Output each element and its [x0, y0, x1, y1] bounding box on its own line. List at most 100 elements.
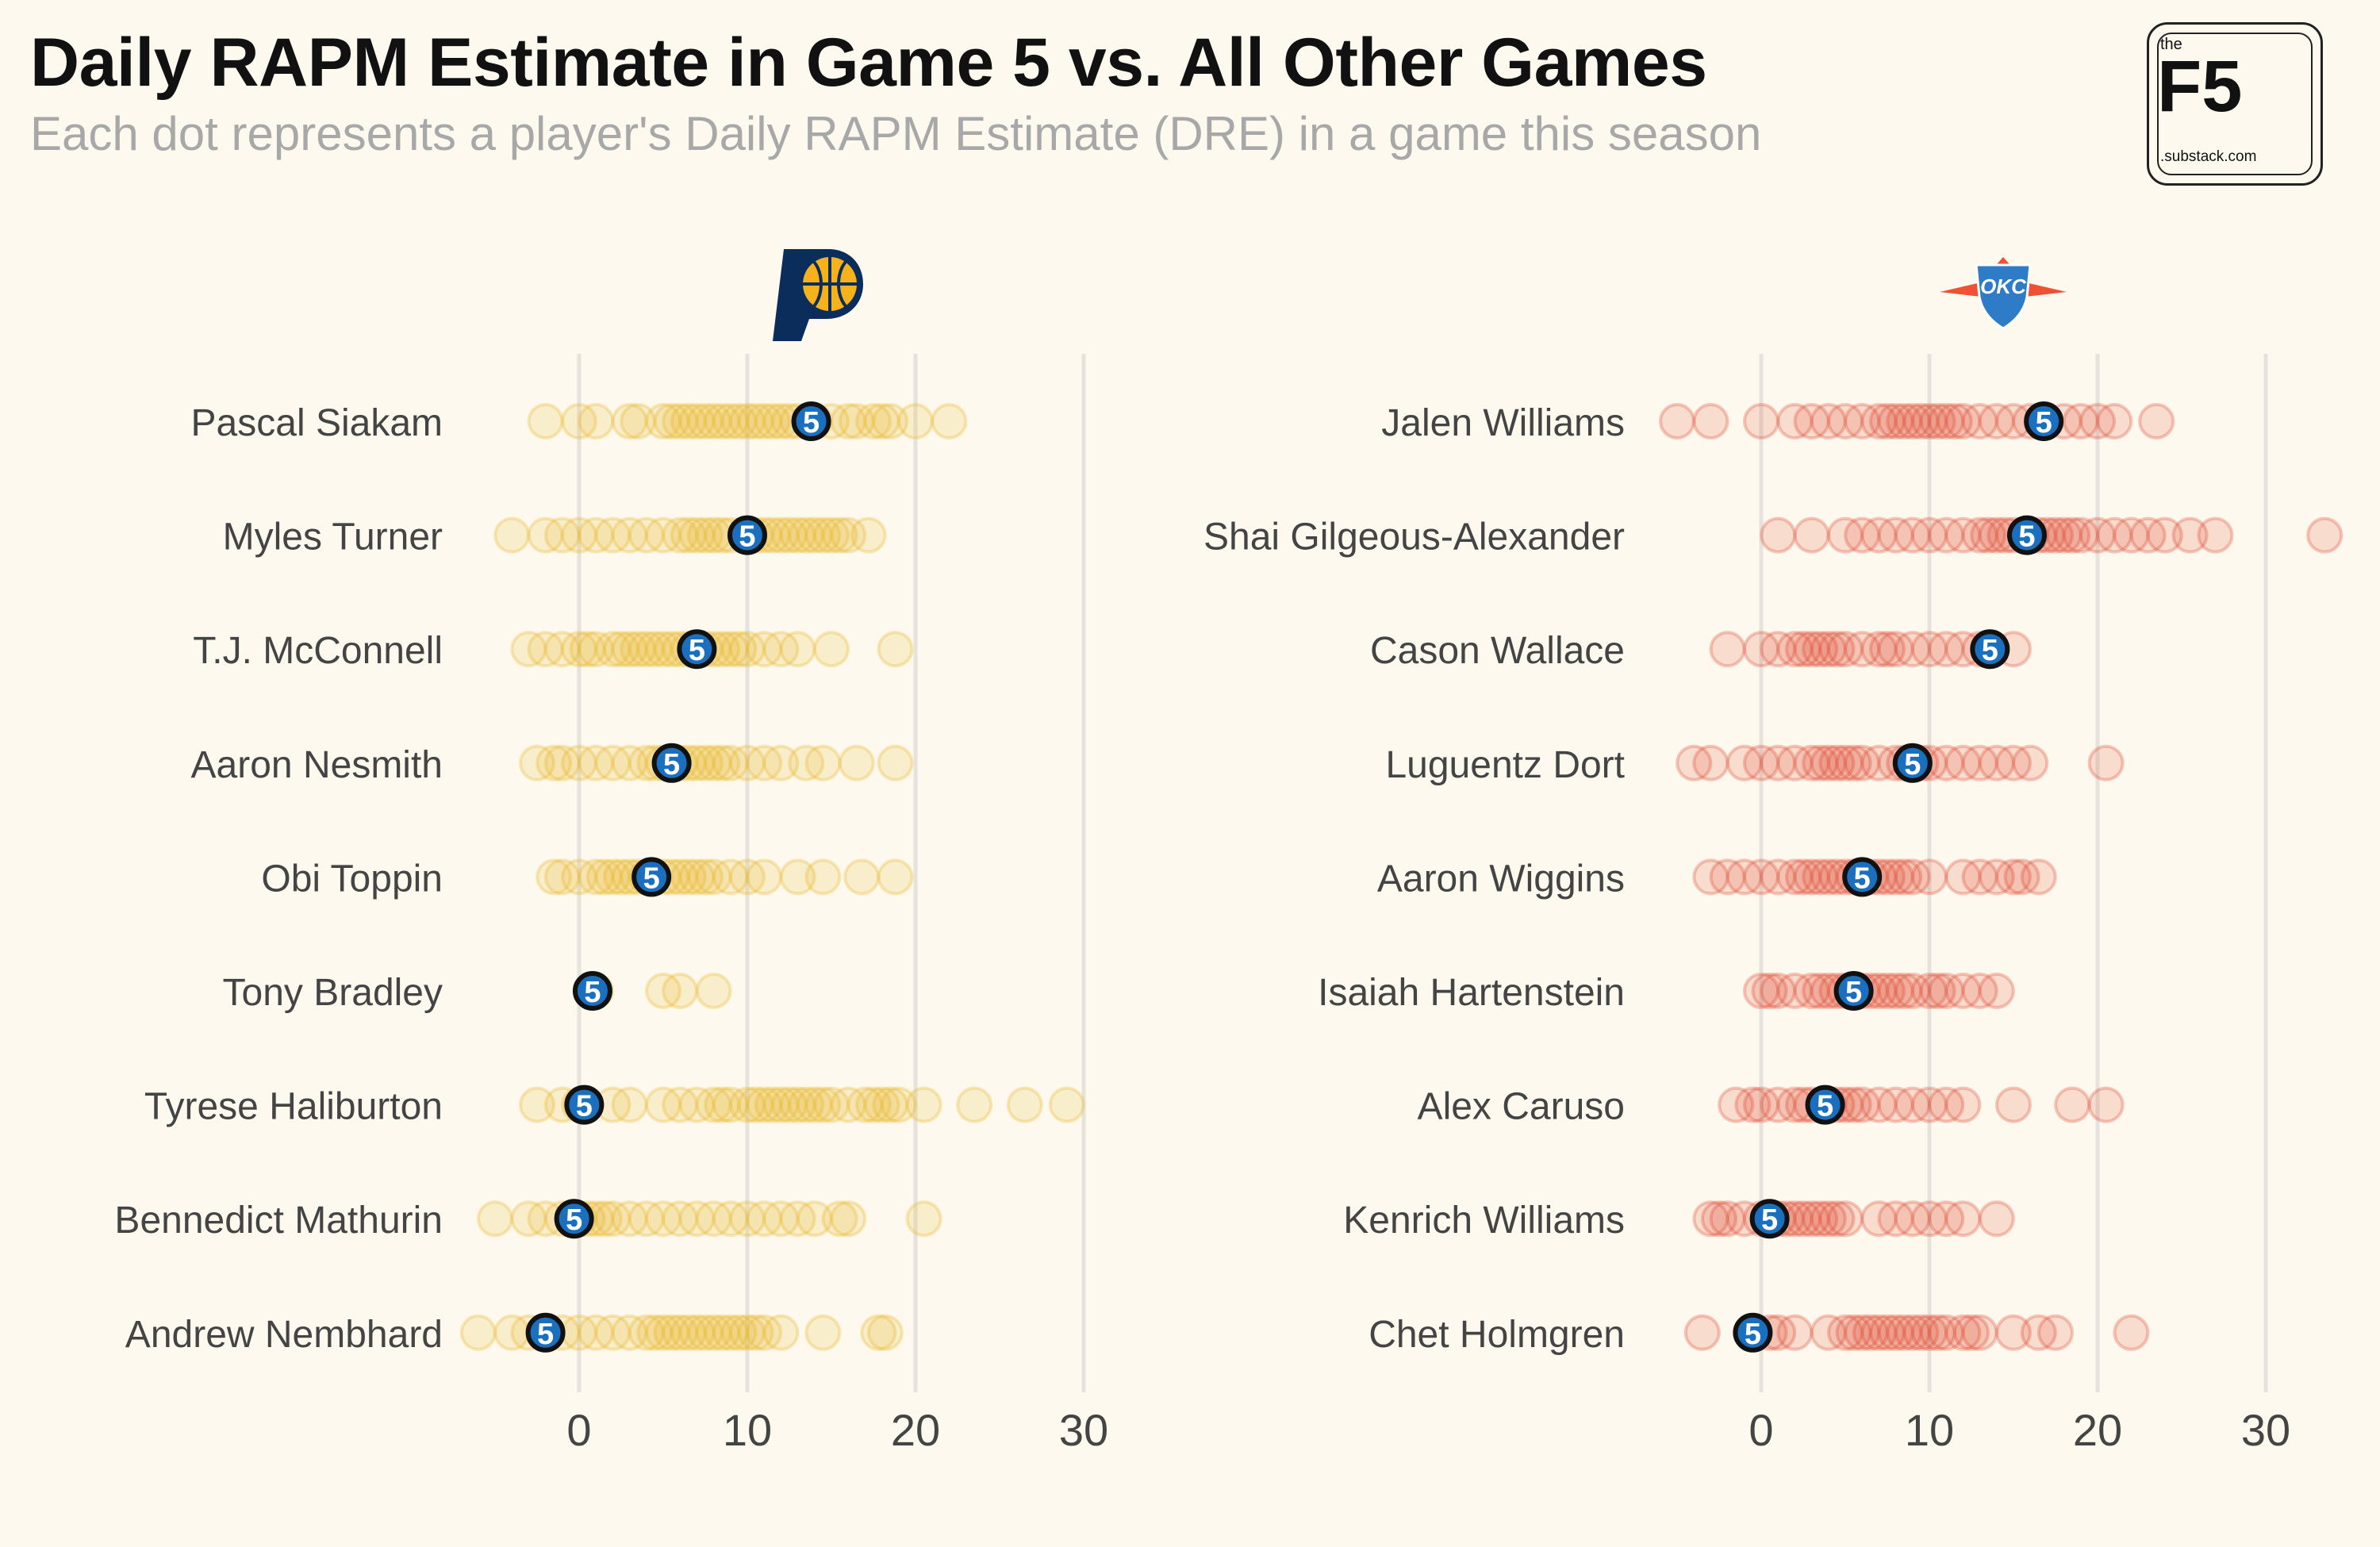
game-dot — [729, 631, 766, 668]
game-dot — [1877, 973, 1914, 1009]
game-dot — [855, 1086, 892, 1123]
game-dot — [687, 403, 724, 440]
player-name-label: Alex Caruso — [1418, 1086, 1625, 1128]
game-dot — [1802, 858, 1839, 896]
game-dot — [678, 1086, 716, 1123]
player-name-label: Obi Toppin — [261, 858, 443, 900]
game-dot — [1709, 631, 1746, 668]
game-dot — [2054, 516, 2091, 554]
player-name-label: Tyrese Haliburton — [144, 1086, 443, 1128]
game-dot — [1760, 744, 1797, 781]
game-dot — [2020, 858, 2057, 896]
game-dot — [1995, 1314, 2032, 1351]
game-dot — [729, 1086, 766, 1123]
game-dot — [830, 1200, 867, 1238]
game5-marker — [631, 857, 672, 897]
game-dot — [695, 1200, 732, 1238]
game-dot — [796, 1200, 833, 1238]
game-dot — [850, 516, 887, 554]
game-dot — [645, 403, 681, 440]
game-dot — [846, 1086, 884, 1123]
game-dot — [1928, 1086, 1965, 1123]
player-name-label: Tony Bradley — [223, 972, 443, 1014]
game-dot — [1886, 858, 1923, 896]
game-dot — [1810, 631, 1847, 668]
game5-marker-label: 5 — [566, 1203, 582, 1237]
game-dot — [1793, 744, 1830, 781]
game-dot — [788, 516, 825, 554]
game5-marker-label: 5 — [2036, 406, 2052, 440]
player-name-label: Bennedict Mathurin — [114, 1200, 443, 1242]
x-tick-label: 10 — [1905, 1405, 1954, 1455]
game-dot — [2012, 744, 2049, 781]
game-dot — [1894, 1314, 1931, 1351]
game-dot — [762, 1200, 800, 1238]
game-dot — [737, 1314, 774, 1351]
game-dot — [1961, 744, 1998, 781]
game-dot — [653, 1314, 690, 1351]
game-dot — [2045, 516, 2082, 554]
x-tick-label: 30 — [2241, 1405, 2290, 1455]
game5-marker-label: 5 — [2018, 520, 2035, 554]
game-dot — [670, 1314, 707, 1351]
game-dot — [1978, 403, 2015, 440]
game-dot — [1776, 631, 1814, 668]
game-dot — [2087, 1086, 2125, 1123]
game5-marker — [564, 1084, 605, 1125]
game-dot — [863, 1086, 900, 1123]
game-dot — [527, 516, 564, 554]
game-dot — [1810, 744, 1847, 781]
game-dot — [720, 631, 758, 668]
game-dot — [1810, 1200, 1847, 1238]
game-dot — [1827, 516, 1864, 554]
game-dot — [1944, 973, 1982, 1009]
game-dot — [1911, 516, 1948, 554]
game-dot — [1860, 1086, 1898, 1123]
game-dot — [712, 1086, 749, 1123]
game-dot — [1995, 858, 2032, 896]
game-dot — [1944, 744, 1982, 781]
game-dot — [477, 1200, 513, 1238]
game-dot — [2020, 1314, 2057, 1351]
game-dot — [662, 1086, 699, 1123]
game-dot — [594, 858, 631, 896]
game-dot — [611, 1314, 648, 1351]
player-row: Tyrese Haliburton 5 — [144, 1084, 1085, 1128]
player-row: Aaron Wiggins 5 — [1377, 857, 2057, 900]
game-dot — [956, 1086, 993, 1123]
game5-marker — [1892, 743, 1933, 783]
game-dot — [1911, 1086, 1948, 1123]
game-dot — [1928, 973, 1965, 1009]
game5-marker — [554, 1199, 594, 1239]
game-dot — [1844, 1086, 1881, 1123]
game-dot — [1860, 1200, 1898, 1238]
logo-domain-text: .substack.com — [2160, 148, 2257, 165]
game-dot — [1760, 973, 1797, 1009]
game-dot — [2062, 516, 2099, 554]
game-dot — [843, 858, 881, 896]
game5-marker-label: 5 — [1982, 634, 1998, 667]
game-dot — [788, 1086, 825, 1123]
game-dot — [1793, 1200, 1830, 1238]
game-dot — [1760, 516, 1797, 554]
game-dot — [2037, 1314, 2074, 1351]
game-dot — [2197, 516, 2234, 554]
game5-marker-label: 5 — [1845, 976, 1862, 1009]
game-dot — [746, 744, 783, 781]
game-dot — [1835, 1314, 1872, 1351]
game-dot — [1978, 973, 2015, 1009]
game-dot — [754, 1086, 791, 1123]
game-dot — [678, 516, 716, 554]
game-dot — [594, 516, 631, 554]
game-dot — [877, 858, 914, 896]
game-dot — [1743, 858, 1779, 896]
game-dot — [543, 858, 581, 896]
game-dot — [1776, 403, 1814, 440]
x-tick-label: 30 — [1059, 1405, 1108, 1455]
game-dot — [611, 1200, 648, 1238]
game-dot — [687, 516, 724, 554]
game-dot — [1743, 973, 1779, 1009]
game5-marker — [1842, 857, 1883, 897]
game-dot — [2171, 516, 2209, 554]
